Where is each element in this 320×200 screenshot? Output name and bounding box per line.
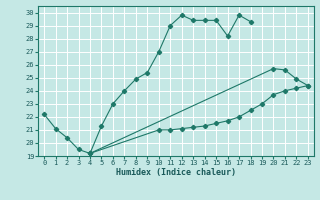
X-axis label: Humidex (Indice chaleur): Humidex (Indice chaleur) [116,168,236,177]
